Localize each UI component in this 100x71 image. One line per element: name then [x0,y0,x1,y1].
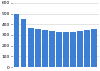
Bar [84,30,90,67]
Bar [28,27,34,67]
Bar [35,29,41,67]
Bar [14,14,19,67]
Bar [92,29,97,67]
Bar [77,31,83,67]
Bar [42,30,48,67]
Bar [49,31,55,67]
Bar [21,19,26,67]
Bar [56,32,62,67]
Bar [70,32,76,67]
Bar [63,32,69,67]
